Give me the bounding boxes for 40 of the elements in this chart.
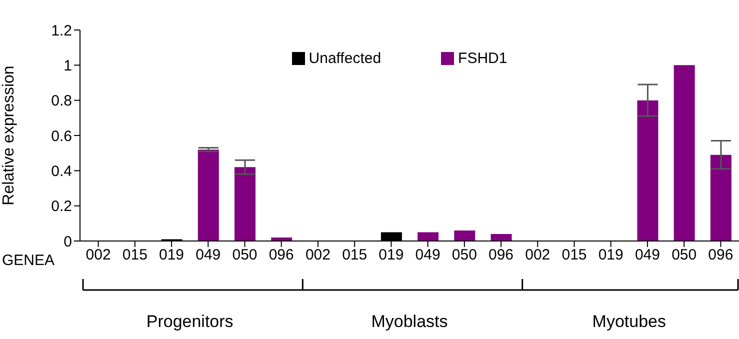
y-tick-label: 0.2	[51, 198, 72, 216]
x-tick-label: 002	[305, 246, 330, 264]
bar	[418, 232, 439, 241]
x-tick-label: 019	[159, 246, 184, 264]
x-tick-label: 049	[196, 246, 221, 264]
x-tick-label: 096	[488, 246, 514, 264]
bar	[454, 230, 476, 241]
x-tick-label: 002	[86, 246, 111, 264]
y-tick-label: 0.8	[51, 92, 72, 110]
bar	[198, 150, 219, 241]
y-axis-title: Relative expression	[0, 66, 18, 206]
text: Progenitors	[145, 312, 234, 332]
x-tick-label: 019	[378, 246, 404, 264]
x-axis-title: GENEA	[2, 252, 55, 269]
y-tick-label: 1	[64, 57, 72, 74]
y-tick-label: 0.6	[51, 128, 72, 145]
x-tick-label: 049	[634, 246, 660, 264]
text: Myotubes	[591, 312, 667, 332]
x-tick-label: 015	[562, 246, 587, 264]
x-tick-label: 096	[708, 246, 734, 264]
bar	[490, 234, 512, 241]
x-tick-label: 050	[672, 246, 697, 264]
x-tick-label: 019	[598, 246, 624, 264]
x-tick-label: 015	[122, 246, 148, 264]
bar	[234, 167, 256, 241]
x-tick-label: 050	[232, 246, 258, 264]
legend-label: FSHD1	[458, 50, 508, 67]
y-tick-label: 0.4	[51, 162, 72, 180]
x-tick-label: 002	[525, 246, 550, 264]
x-tick-label: 015	[342, 246, 368, 264]
x-tick-label: 049	[415, 246, 440, 264]
text: Myoblasts	[370, 312, 449, 332]
x-tick-label: 050	[452, 246, 477, 264]
y-tick-label: 1.2	[51, 22, 72, 40]
bar	[674, 65, 695, 241]
x-tick-label: 096	[268, 246, 294, 264]
bar	[710, 154, 732, 241]
y-tick-label: 0	[64, 233, 72, 250]
legend-label: Unaffected	[308, 50, 382, 67]
bar	[637, 100, 658, 241]
